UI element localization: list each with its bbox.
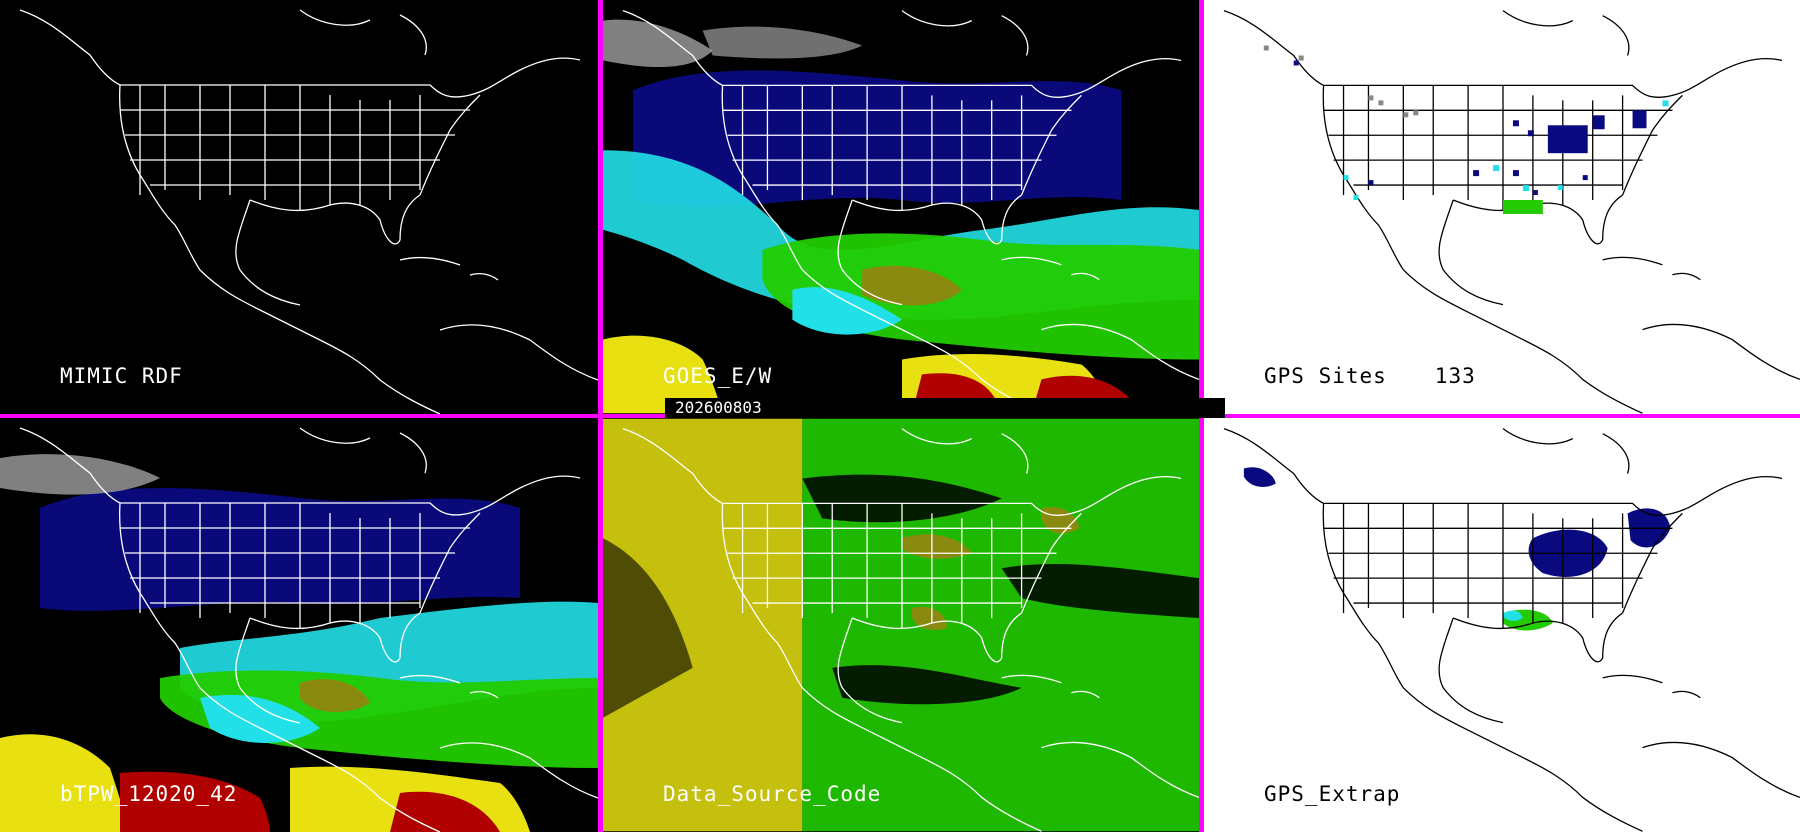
map-gps-extrap bbox=[1223, 428, 1800, 832]
map-btpw bbox=[0, 427, 598, 832]
panel-gps-sites: GPS Sites 133 bbox=[1204, 0, 1800, 414]
source-code-field bbox=[603, 418, 1199, 832]
panel-label: GOES_E/W bbox=[663, 364, 773, 388]
panel-btpw: bTPW_12020_42 bbox=[0, 418, 598, 832]
panel-gps-extrap: GPS_Extrap bbox=[1204, 418, 1800, 832]
tpw-field bbox=[0, 454, 598, 832]
map-mimic-rdf bbox=[19, 9, 598, 414]
date-stamp: 202600803 bbox=[665, 398, 1225, 418]
panel-data-source-code: Data_Source_Code bbox=[603, 418, 1199, 832]
gps-site-markers bbox=[1263, 45, 1669, 214]
panel-label: GPS_Extrap bbox=[1264, 782, 1401, 806]
panel-goes-ew: GOES_E/W bbox=[603, 0, 1199, 414]
map-goes-ew bbox=[603, 10, 1199, 414]
panel-mimic-rdf: MIMIC RDF bbox=[0, 0, 598, 414]
panel-label: bTPW_12020_42 bbox=[60, 782, 238, 806]
panel-label: Data_Source_Code bbox=[663, 782, 882, 806]
map-data-source-code bbox=[603, 418, 1199, 832]
panel-label: MIMIC RDF bbox=[60, 364, 183, 388]
tpw-field bbox=[603, 19, 1199, 414]
map-gps-sites bbox=[1223, 10, 1800, 414]
gps-sites-label: GPS Sites bbox=[1264, 364, 1387, 388]
gps-site-count: 133 bbox=[1434, 364, 1476, 388]
panel-label: GPS Sites 133 bbox=[1264, 364, 1476, 388]
